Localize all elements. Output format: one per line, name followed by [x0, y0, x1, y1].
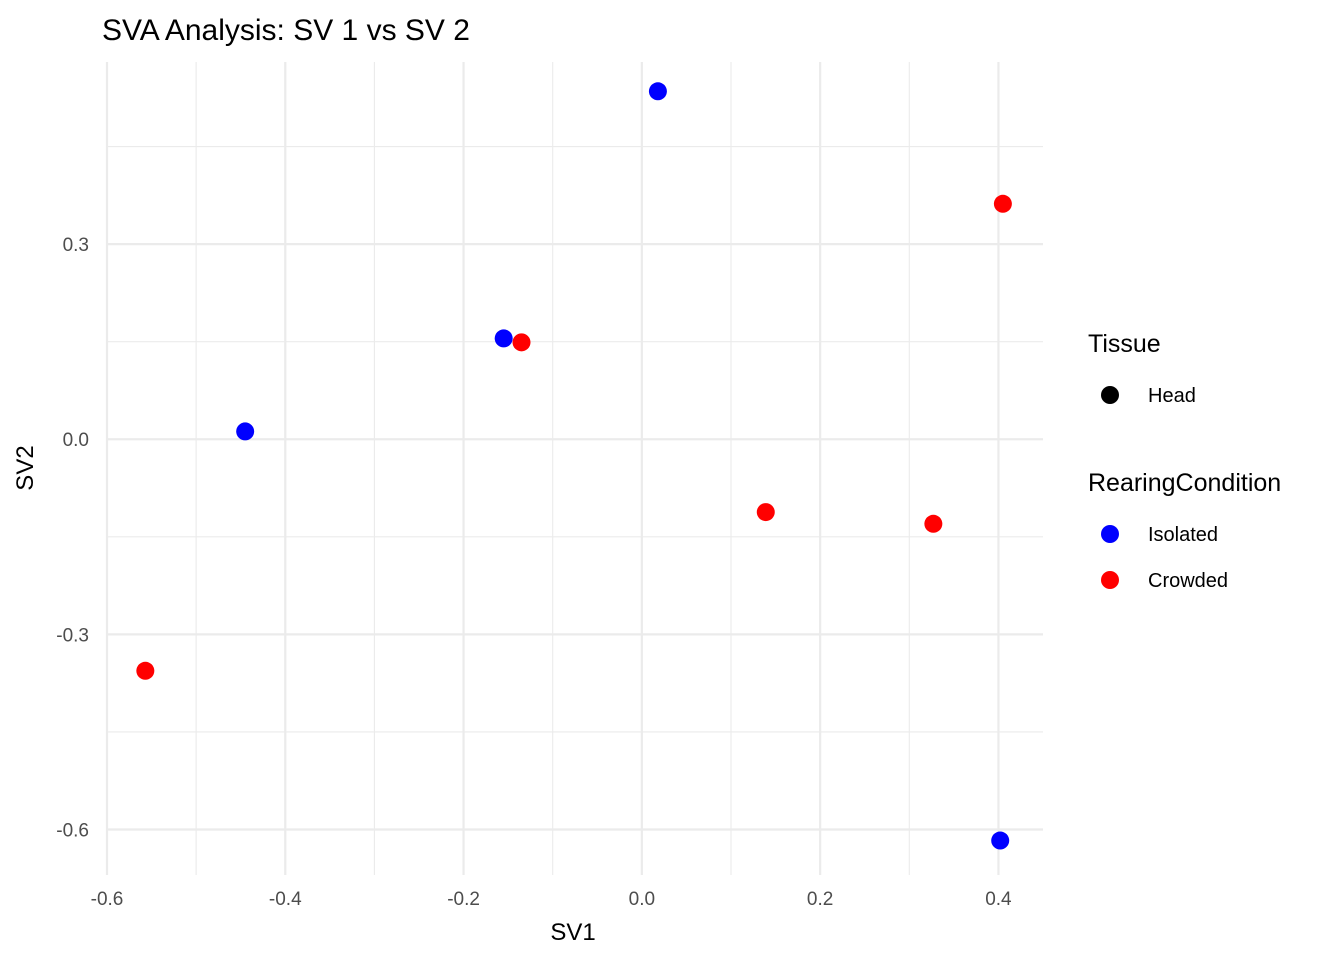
- crowded-point: [924, 514, 943, 533]
- x-axis-title: SV1: [550, 919, 595, 946]
- x-tick-label: -0.6: [91, 889, 124, 910]
- x-tick-label: 0.4: [985, 889, 1012, 910]
- legend-label-head: Head: [1148, 385, 1196, 407]
- chart-title: SVA Analysis: SV 1 vs SV 2: [102, 14, 470, 47]
- legend-label-isolated: Isolated: [1148, 524, 1218, 546]
- legend-key-isolated: [1101, 525, 1119, 543]
- isolated-point: [236, 422, 255, 441]
- x-tick-labels: -0.6 -0.4 -0.2 0.0 0.2 0.4: [91, 889, 1012, 910]
- x-tick-label: 0.0: [629, 889, 655, 910]
- y-tick-label: -0.6: [56, 820, 89, 841]
- y-axis-title: SV2: [12, 445, 39, 490]
- legend-title-rearing-condition: RearingCondition: [1088, 469, 1281, 497]
- y-tick-labels: -0.6 -0.3 0.0 0.3: [56, 235, 89, 841]
- crowded-point: [993, 194, 1012, 213]
- isolated-point: [991, 831, 1010, 850]
- isolated-point: [648, 82, 667, 101]
- x-tick-label: -0.2: [447, 889, 480, 910]
- data-points: [136, 82, 1012, 850]
- legend-key-crowded: [1101, 571, 1119, 589]
- isolated-point: [494, 329, 513, 348]
- legend-key-head: [1101, 386, 1119, 404]
- legend: Tissue Head RearingCondition Isolated Crowde…: [1088, 330, 1281, 592]
- grid-lines: [105, 62, 1043, 875]
- legend-title-tissue: Tissue: [1088, 330, 1161, 358]
- y-tick-label: 0.3: [63, 235, 89, 256]
- legend-label-crowded: Crowded: [1148, 570, 1228, 592]
- x-tick-label: 0.2: [807, 889, 833, 910]
- y-tick-label: 0.0: [63, 430, 89, 451]
- crowded-point: [756, 503, 775, 522]
- crowded-point: [512, 333, 531, 352]
- crowded-point: [136, 661, 155, 680]
- y-tick-label: -0.3: [56, 625, 89, 646]
- x-tick-label: -0.4: [269, 889, 302, 910]
